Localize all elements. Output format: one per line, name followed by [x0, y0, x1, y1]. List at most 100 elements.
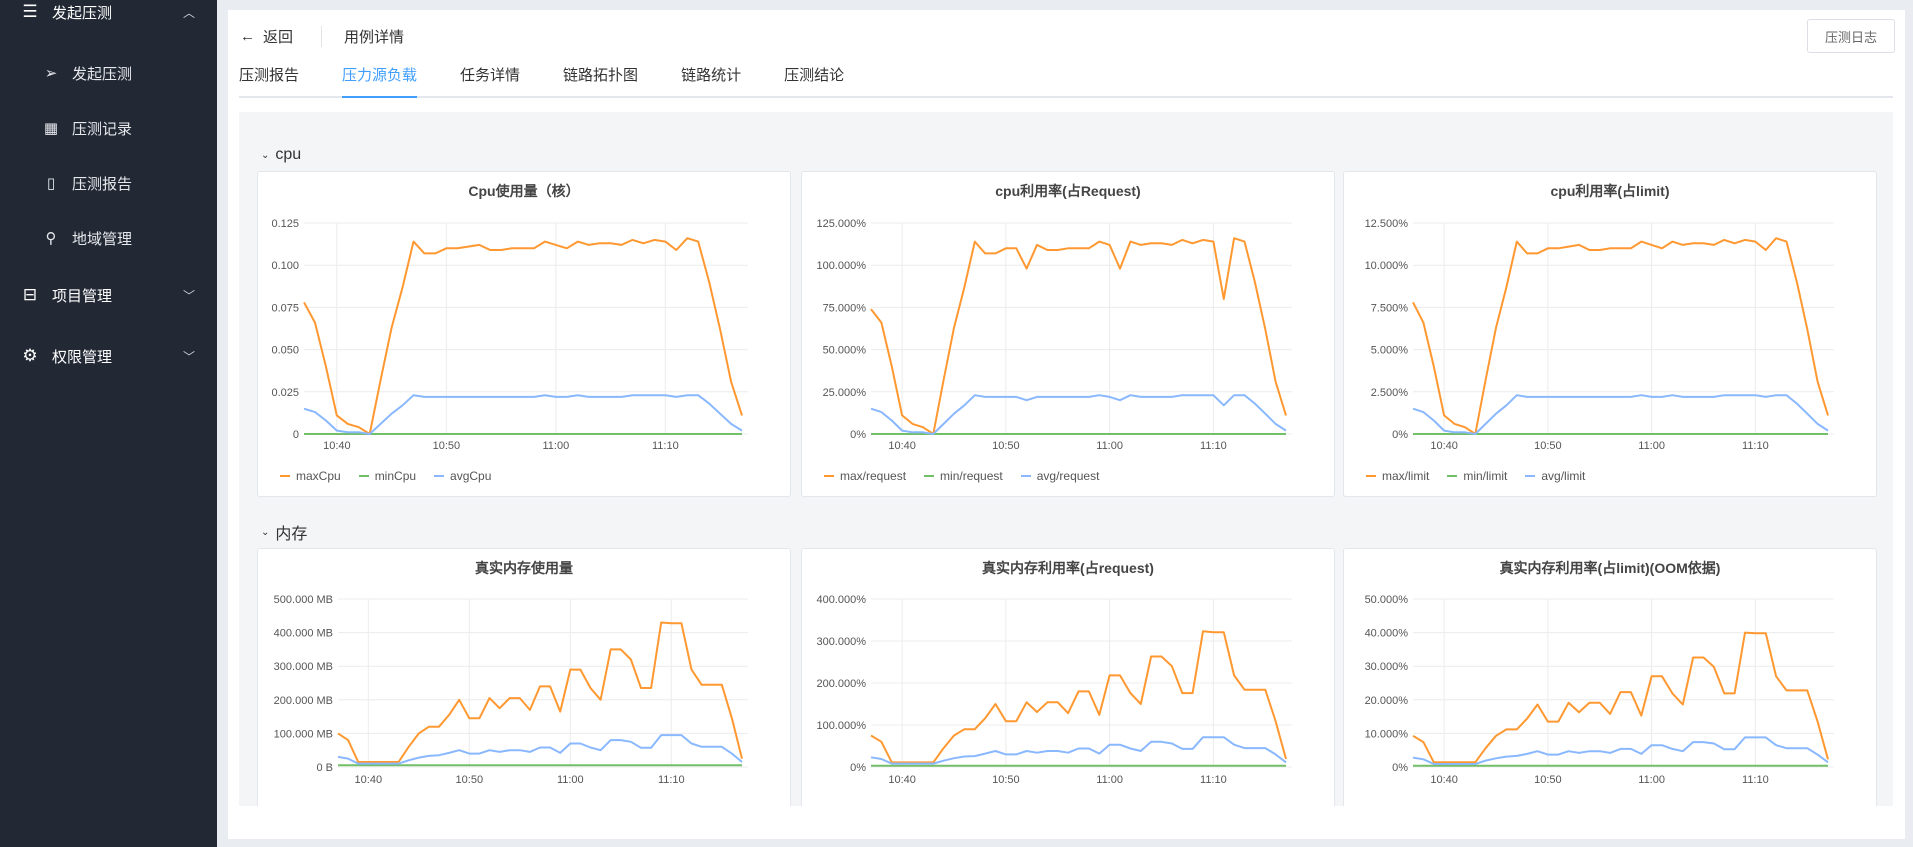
y-tick-label: 25.000% — [823, 387, 867, 399]
series-line-max/request — [870, 237, 1287, 435]
chevron-down-icon: ﹀ — [182, 288, 195, 303]
sidebar-item-label: 发起压测 — [72, 65, 133, 83]
y-tick-label: 50.000% — [823, 345, 867, 357]
y-tick-label: 20.000% — [1365, 695, 1409, 707]
chart-panel: 0% 100.000% 200.000% 300.000% 400.000% 10:40 1… — [801, 548, 1335, 806]
section-toggle-cpu[interactable]: ⌄ cpu — [261, 146, 301, 164]
chart-panel: 0% 10.000% 20.000% 30.000% 40.000% 50.000% 10:… — [1343, 548, 1877, 806]
legend-label: max/request — [840, 469, 907, 483]
x-tick-label: 11:00 — [542, 440, 569, 452]
sidebar-item-region-management[interactable]: ⚲ 地域管理 — [0, 218, 217, 258]
sidebar-item-label: 压测报告 — [72, 175, 133, 193]
chart-title: Cpu使用量（核） — [468, 183, 580, 199]
x-tick-label: 11:10 — [1200, 440, 1227, 452]
sidebar-group-project-management[interactable]: ⊟ 项目管理 ﹀ — [0, 275, 217, 315]
x-tick-label: 11:00 — [1638, 440, 1665, 452]
legend-item[interactable]: minCpu — [358, 469, 416, 483]
chart-svg: 0% 10.000% 20.000% 30.000% 40.000% 50.000% 10:… — [1365, 594, 1834, 786]
legend-swatch — [358, 475, 369, 477]
legend-label: min/limit — [1463, 469, 1508, 483]
legend-item[interactable]: min/limit — [1447, 469, 1507, 483]
chart-legend: maxCpu minCpu avgCpu — [280, 469, 491, 483]
chevron-up-icon: ︿ — [182, 5, 195, 20]
tab-load-source[interactable]: 压力源负载 — [342, 65, 418, 98]
chart-title: 真实内存使用量 — [475, 560, 573, 576]
sidebar-item-test-records[interactable]: ▦ 压测记录 — [0, 108, 217, 148]
chart-legend: max/request min/request avg/request — [824, 469, 1099, 483]
x-tick-label: 10:40 — [888, 440, 916, 452]
y-tick-label: 40.000% — [1365, 628, 1409, 640]
tab-conclusion[interactable]: 压测结论 — [784, 67, 845, 84]
sidebar-item-launch-test[interactable]: ➢ 发起压测 — [0, 53, 217, 93]
y-tick-label: 400.000 MB — [274, 628, 333, 640]
legend-swatch — [924, 475, 935, 477]
series-line-series-2 — [870, 736, 1287, 765]
sidebar-item-label: 压测记录 — [72, 120, 133, 138]
back-label: 返回 — [263, 28, 294, 46]
legend-swatch — [280, 475, 290, 477]
sidebar-group-label: 发起压测 — [52, 4, 113, 22]
legend-item[interactable]: max/limit — [1366, 469, 1429, 483]
x-tick-label: 10:40 — [1430, 440, 1458, 452]
legend-item[interactable]: avg/request — [1020, 469, 1100, 483]
menu-icon: ☰ — [22, 2, 38, 21]
y-tick-label: 300.000% — [816, 636, 866, 648]
x-tick-label: 10:50 — [1534, 774, 1562, 786]
y-tick-label: 0.075 — [271, 302, 299, 314]
arrow-left-icon: ← — [240, 27, 255, 45]
tab-task-details[interactable]: 任务详情 — [460, 67, 521, 84]
chart-panel: 0% 25.000% 50.000% 75.000% 100.000% 125.000% 1… — [801, 171, 1335, 497]
calendar-icon: ▦ — [43, 120, 59, 137]
sidebar-group-launch-test[interactable]: ☰ 发起压测 ︿ — [0, 0, 217, 32]
chart-panel: 0 B 100.000 MB 200.000 MB 300.000 MB 400.000… — [257, 548, 791, 806]
y-tick-label: 10.000% — [1365, 260, 1409, 272]
section-title: 内存 — [275, 526, 308, 543]
sidebar-group-permission-management[interactable]: ⚙ 权限管理 ﹀ — [0, 336, 217, 376]
tab-bar: 压测报告 压力源负载 任务详情 链路拓扑图 链路统计 压测结论 — [239, 65, 1893, 98]
main-card: ← 返回 用例详情 压测日志 压测报告 压力源负载 任务详情 链路拓扑图 链路统… — [228, 10, 1905, 839]
x-tick-label: 11:00 — [557, 774, 584, 786]
x-tick-label: 11:00 — [1096, 774, 1123, 786]
gear-icon: ⚙ — [22, 346, 38, 365]
legend-item[interactable]: min/request — [924, 469, 1003, 483]
sidebar-item-test-reports[interactable]: ▯ 压测报告 — [0, 163, 217, 203]
y-tick-label: 0.025 — [271, 387, 299, 399]
legend-item[interactable]: max/request — [824, 469, 906, 483]
location-icon: ⚲ — [45, 230, 57, 247]
y-tick-label: 0.125 — [271, 218, 299, 230]
y-tick-label: 100.000% — [816, 720, 866, 732]
chart-title: cpu利用率(占limit) — [1550, 183, 1670, 199]
legend-label: avgCpu — [450, 469, 492, 483]
chart-title: 真实内存利用率(占request) — [982, 560, 1154, 576]
y-tick-label: 0% — [1392, 762, 1408, 774]
back-button[interactable]: ← 返回 — [240, 25, 323, 47]
sidebar-group-label: 权限管理 — [52, 348, 113, 366]
tab-link-stats[interactable]: 链路统计 — [681, 67, 742, 84]
chart-svg: 0% 2.500% 5.000% 7.500% 10.000% 12.500% 10:40 1… — [1365, 218, 1834, 452]
series-line-series-0 — [1412, 631, 1829, 764]
x-tick-label: 11:00 — [1096, 440, 1123, 452]
y-tick-label: 10.000% — [1365, 728, 1409, 740]
legend-swatch — [824, 475, 834, 477]
legend-label: avg/request — [1036, 469, 1100, 483]
tab-topology[interactable]: 链路拓扑图 — [563, 67, 639, 84]
x-tick-label: 10:50 — [456, 774, 484, 786]
chart-legend: max/limit min/limit avg/limit — [1366, 469, 1585, 483]
x-tick-label: 11:10 — [1742, 774, 1769, 786]
chart-svg: 0 B 100.000 MB 200.000 MB 300.000 MB 400.000… — [274, 594, 748, 786]
series-line-series-0 — [337, 621, 743, 763]
test-log-button[interactable]: 压测日志 — [1807, 19, 1895, 53]
y-tick-label: 500.000 MB — [274, 594, 333, 606]
x-tick-label: 10:40 — [323, 440, 351, 452]
page-header: ← 返回 用例详情 — [240, 24, 404, 48]
chart-svg: 0 0.025 0.050 0.075 0.100 0.125 10:40 10:50 11:0… — [271, 218, 748, 452]
section-toggle-memory[interactable]: ⌄ 内存 — [261, 520, 307, 544]
tab-test-report[interactable]: 压测报告 — [239, 67, 300, 84]
legend-item[interactable]: maxCpu — [280, 469, 341, 483]
legend-item[interactable]: avg/limit — [1525, 469, 1585, 483]
legend-label: min/request — [940, 469, 1003, 483]
legend-item[interactable]: avgCpu — [434, 469, 491, 483]
y-tick-label: 0 B — [316, 762, 333, 774]
sidebar-group-label: 项目管理 — [52, 287, 113, 305]
x-tick-label: 11:10 — [1200, 774, 1227, 786]
